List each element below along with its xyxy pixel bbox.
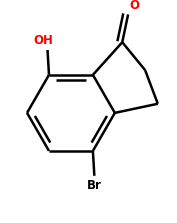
Text: Br: Br xyxy=(87,180,102,192)
Text: O: O xyxy=(129,0,139,12)
Text: OH: OH xyxy=(33,34,53,47)
